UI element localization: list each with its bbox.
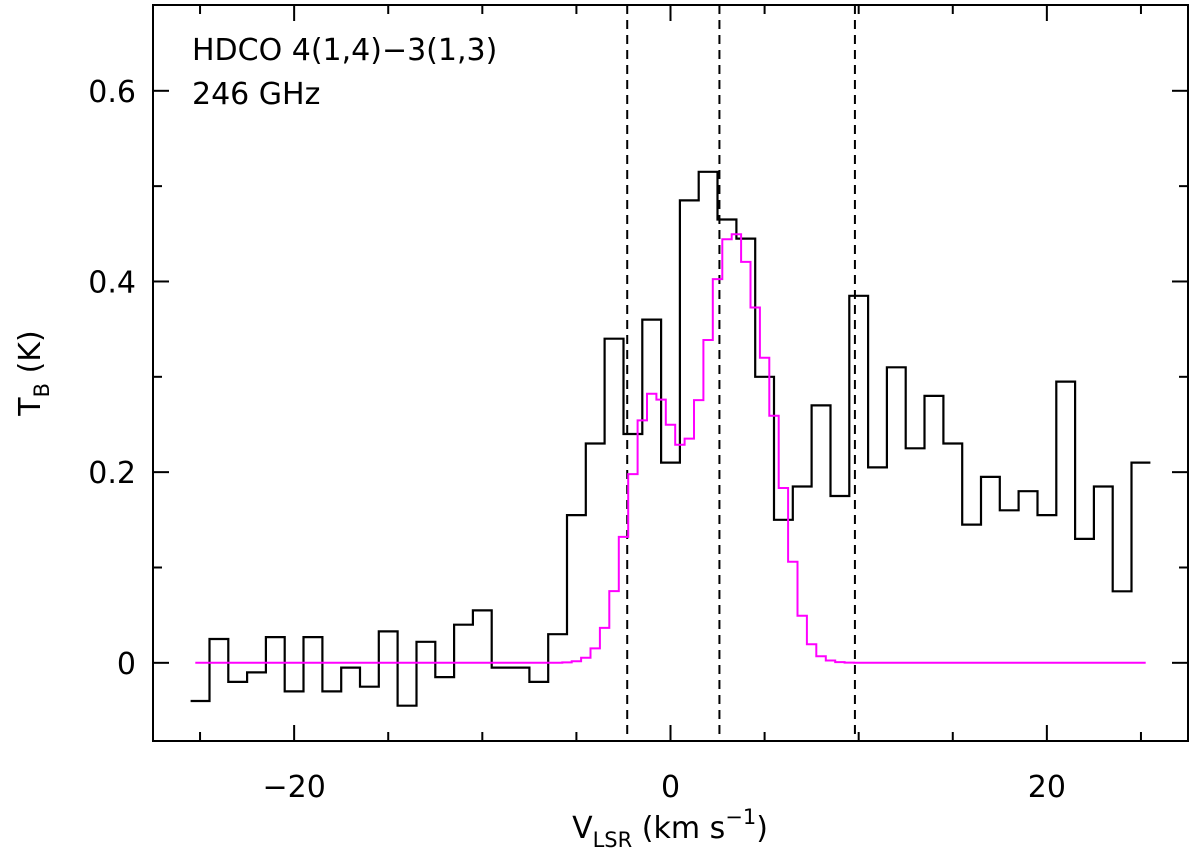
x-axis-label-sup: −1 xyxy=(725,805,756,829)
y-axis-label-main: T xyxy=(13,397,48,417)
plot-frame xyxy=(152,4,1189,742)
model-fit-line xyxy=(195,233,1146,664)
x-tick-label: 0 xyxy=(661,770,680,805)
y-tick-label: 0.4 xyxy=(88,265,136,300)
y-axis-label: TB (K) xyxy=(13,330,54,416)
y-tick-label: 0.6 xyxy=(88,75,136,110)
y-axis-label-sub: B xyxy=(30,383,54,397)
observed-spectrum-line xyxy=(190,170,1151,707)
x-axis-label-sub: LSR xyxy=(593,828,633,850)
x-axis-label-after: (km s xyxy=(632,811,725,846)
x-axis-label-close: ) xyxy=(756,811,768,846)
y-tick-label: 0.2 xyxy=(88,456,136,491)
annotation-line: HDCO 4(1,4)−3(1,3) xyxy=(192,33,497,68)
x-axis-label-main: V xyxy=(572,811,593,846)
annotation-frequency: 246 GHz xyxy=(192,77,320,112)
x-tick-label: 20 xyxy=(1028,770,1066,805)
x-tick-label: −20 xyxy=(262,770,325,805)
x-axis-label: VLSR (km s−1) xyxy=(572,805,768,850)
y-axis-label-after: (K) xyxy=(13,330,48,383)
y-tick-label: 0 xyxy=(117,647,136,682)
